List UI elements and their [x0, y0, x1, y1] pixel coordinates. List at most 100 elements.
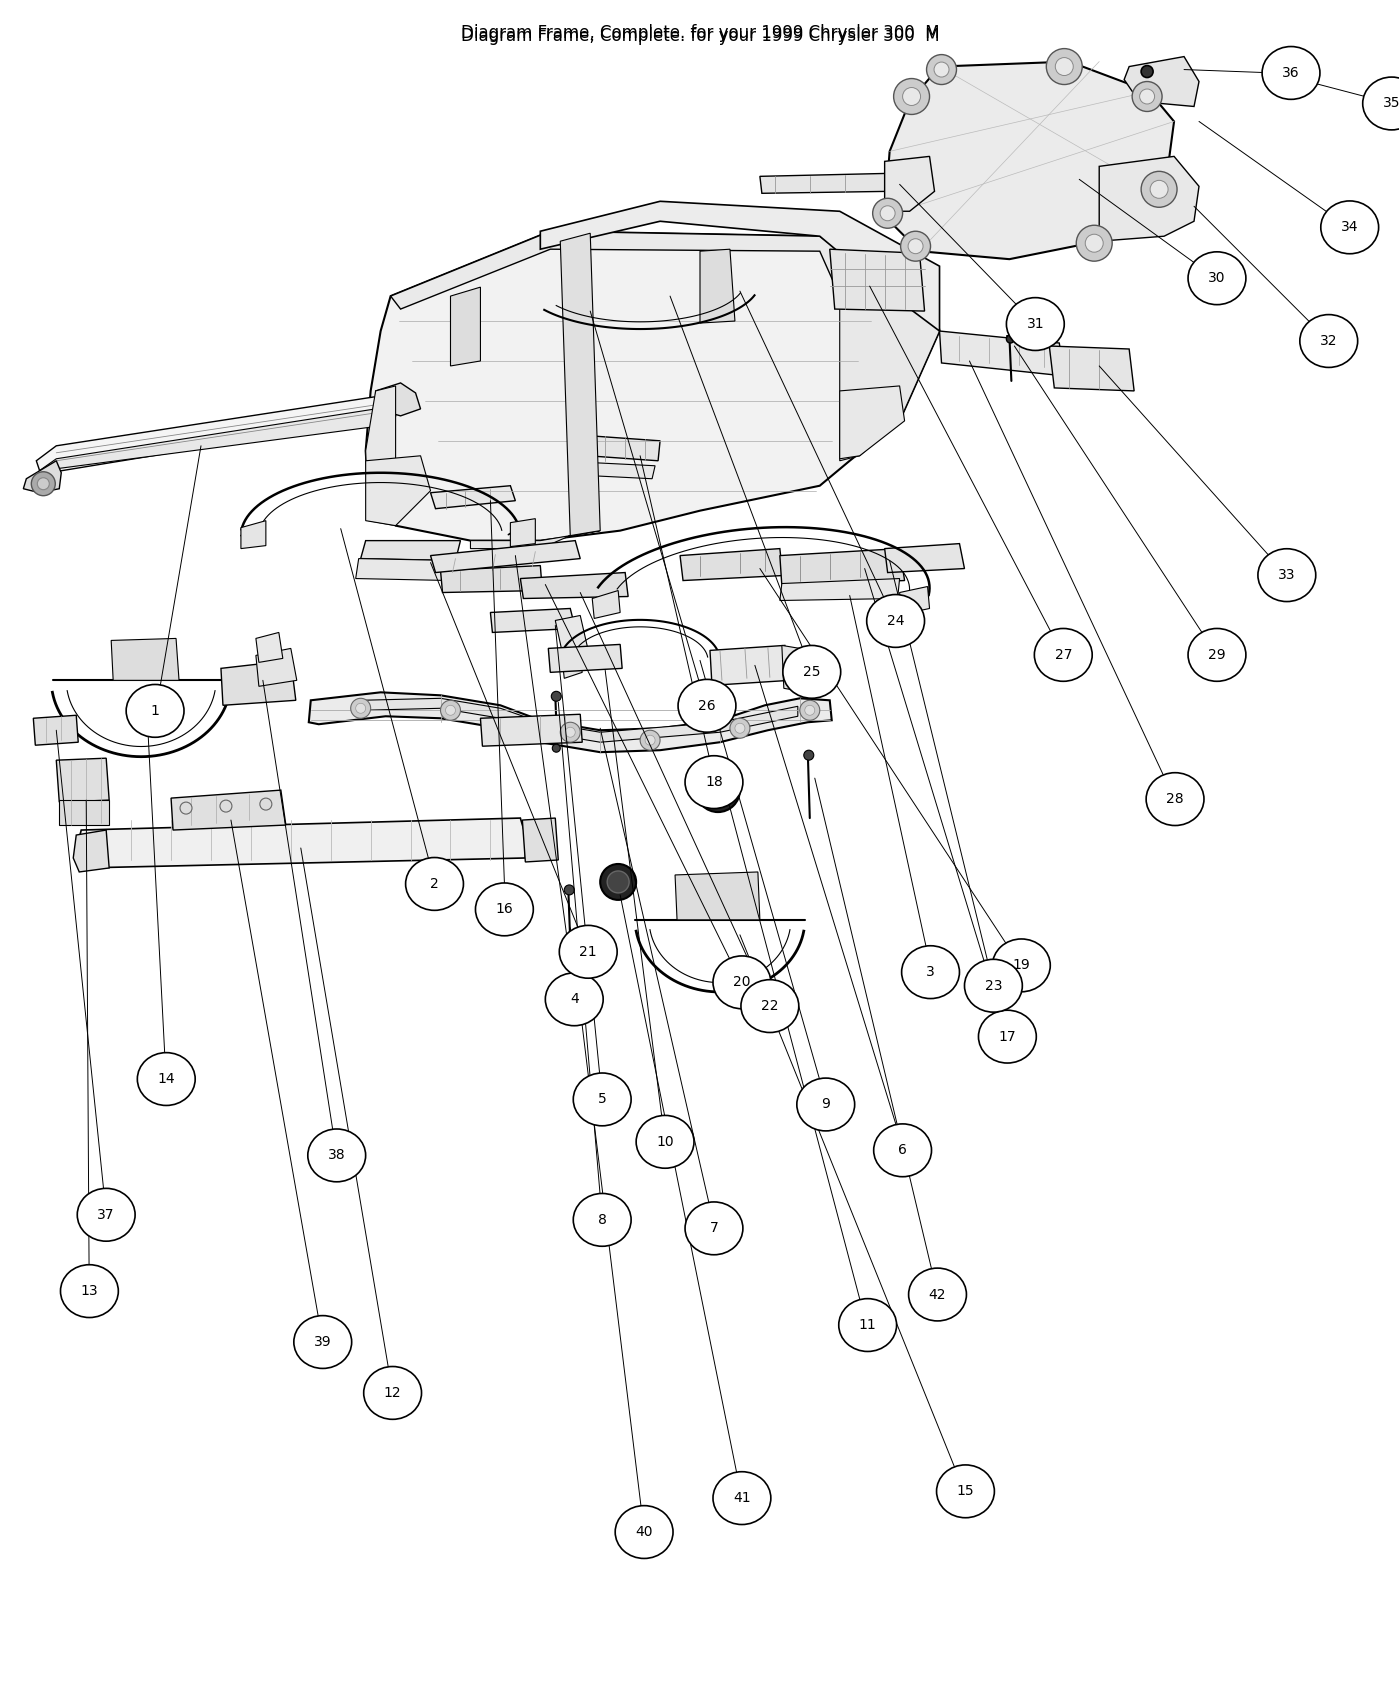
- Polygon shape: [309, 692, 832, 751]
- Polygon shape: [365, 456, 431, 525]
- Polygon shape: [171, 790, 286, 830]
- Polygon shape: [111, 639, 179, 680]
- Polygon shape: [700, 250, 735, 323]
- Ellipse shape: [713, 1472, 771, 1525]
- Polygon shape: [1124, 56, 1198, 107]
- Polygon shape: [563, 653, 582, 678]
- Circle shape: [711, 784, 725, 797]
- Circle shape: [356, 704, 365, 714]
- Text: 21: 21: [580, 945, 596, 959]
- Circle shape: [893, 78, 930, 114]
- Circle shape: [560, 722, 580, 743]
- Ellipse shape: [713, 955, 771, 1008]
- Polygon shape: [780, 578, 900, 600]
- Text: 23: 23: [984, 979, 1002, 993]
- Polygon shape: [781, 646, 808, 692]
- Polygon shape: [451, 287, 480, 366]
- Text: 9: 9: [822, 1098, 830, 1112]
- Text: 40: 40: [636, 1525, 652, 1538]
- Text: 31: 31: [1026, 316, 1044, 332]
- Text: Diagram Frame, Complete. for your 1999 Chrysler 300  M: Diagram Frame, Complete. for your 1999 C…: [461, 24, 939, 41]
- Polygon shape: [73, 830, 109, 872]
- Ellipse shape: [937, 1465, 994, 1518]
- Text: 37: 37: [98, 1207, 115, 1222]
- Polygon shape: [780, 549, 904, 585]
- Polygon shape: [1050, 347, 1134, 391]
- Ellipse shape: [476, 882, 533, 935]
- Circle shape: [1151, 180, 1168, 199]
- Polygon shape: [830, 250, 924, 311]
- Ellipse shape: [1259, 549, 1316, 602]
- Text: 18: 18: [706, 775, 722, 789]
- Polygon shape: [480, 714, 582, 746]
- Text: 13: 13: [81, 1284, 98, 1299]
- Text: 34: 34: [1341, 221, 1358, 235]
- Circle shape: [1141, 66, 1154, 78]
- Text: 14: 14: [157, 1073, 175, 1086]
- Polygon shape: [391, 231, 879, 309]
- Ellipse shape: [1189, 629, 1246, 682]
- Ellipse shape: [1263, 46, 1320, 99]
- Polygon shape: [556, 615, 588, 653]
- Polygon shape: [1099, 156, 1198, 241]
- Ellipse shape: [573, 1193, 631, 1246]
- Polygon shape: [588, 435, 659, 461]
- Polygon shape: [365, 231, 939, 541]
- Text: 33: 33: [1278, 568, 1295, 581]
- Polygon shape: [885, 61, 1175, 258]
- Polygon shape: [76, 818, 525, 869]
- Text: 6: 6: [899, 1144, 907, 1158]
- Circle shape: [799, 700, 820, 721]
- Polygon shape: [680, 549, 783, 580]
- Ellipse shape: [1320, 201, 1379, 253]
- Polygon shape: [521, 573, 629, 598]
- Circle shape: [903, 87, 921, 105]
- Circle shape: [805, 706, 815, 716]
- Circle shape: [1077, 224, 1112, 262]
- Text: 4: 4: [570, 993, 578, 1006]
- Text: 25: 25: [804, 665, 820, 678]
- Polygon shape: [840, 386, 904, 459]
- Polygon shape: [441, 566, 542, 593]
- Polygon shape: [511, 518, 535, 547]
- Text: 2: 2: [430, 877, 440, 891]
- Text: 3: 3: [927, 966, 935, 979]
- Polygon shape: [36, 396, 396, 476]
- Circle shape: [445, 706, 455, 716]
- Text: 24: 24: [886, 614, 904, 627]
- Text: 29: 29: [1208, 648, 1226, 661]
- Text: 7: 7: [710, 1221, 718, 1236]
- Text: 41: 41: [734, 1491, 750, 1504]
- Circle shape: [601, 864, 636, 899]
- Polygon shape: [56, 758, 109, 802]
- Ellipse shape: [902, 945, 959, 998]
- Circle shape: [552, 745, 560, 751]
- Circle shape: [696, 768, 741, 813]
- Polygon shape: [522, 818, 559, 862]
- Circle shape: [1085, 235, 1103, 252]
- Ellipse shape: [77, 1188, 136, 1241]
- Circle shape: [38, 478, 49, 490]
- Circle shape: [220, 801, 232, 813]
- Circle shape: [350, 699, 371, 719]
- Text: 30: 30: [1208, 272, 1226, 286]
- Text: 11: 11: [858, 1318, 876, 1333]
- Circle shape: [900, 231, 931, 262]
- Circle shape: [1140, 88, 1155, 104]
- Ellipse shape: [294, 1316, 351, 1368]
- Circle shape: [1141, 172, 1177, 207]
- Polygon shape: [256, 632, 283, 663]
- Polygon shape: [241, 520, 266, 549]
- Polygon shape: [256, 648, 297, 687]
- Text: 26: 26: [699, 699, 715, 712]
- Circle shape: [881, 206, 895, 221]
- Ellipse shape: [636, 1115, 694, 1168]
- Polygon shape: [361, 541, 461, 561]
- Circle shape: [1133, 82, 1162, 112]
- Text: 22: 22: [762, 1000, 778, 1013]
- Text: 16: 16: [496, 903, 514, 916]
- Polygon shape: [540, 201, 939, 332]
- Ellipse shape: [60, 1265, 119, 1318]
- Polygon shape: [715, 651, 735, 675]
- Text: 8: 8: [598, 1212, 606, 1227]
